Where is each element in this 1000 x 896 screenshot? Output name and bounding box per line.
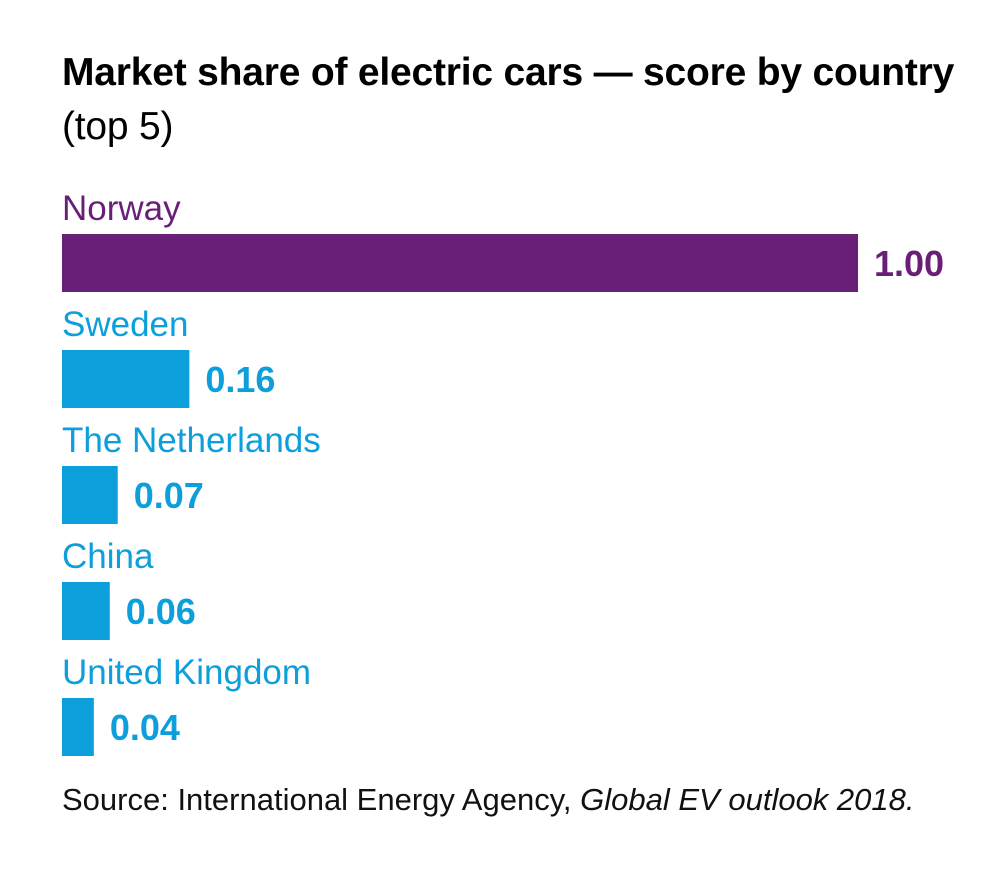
category-label-the-netherlands: The Netherlands <box>62 421 321 460</box>
value-label-norway: 1.00 <box>874 243 944 284</box>
bar-norway <box>62 234 858 292</box>
category-label-china: China <box>62 537 154 576</box>
bar-chart: Norway 1.00 Sweden 0.16 The Netherlands 0.07 C… <box>62 189 944 756</box>
bar-china <box>62 582 110 640</box>
value-label-the-netherlands: 0.07 <box>134 475 204 516</box>
bar-the-netherlands <box>62 466 118 524</box>
bar-united-kingdom <box>62 698 94 756</box>
category-label-sweden: Sweden <box>62 305 188 344</box>
chart-title-suffix: (top 5) <box>62 105 174 148</box>
chart-title-main: Market share of electric cars — score by… <box>62 51 955 94</box>
source-prefix: Source: International Energy Agency, <box>62 782 572 817</box>
value-label-sweden: 0.16 <box>205 359 275 400</box>
category-label-united-kingdom: United Kingdom <box>62 653 311 692</box>
bar-sweden <box>62 350 190 408</box>
source-note: Source: International Energy Agency, Glo… <box>62 778 962 821</box>
category-label-norway: Norway <box>62 189 181 228</box>
value-label-united-kingdom: 0.04 <box>110 707 180 748</box>
value-label-china: 0.06 <box>126 591 196 632</box>
source-publication: Global EV outlook 2018. <box>580 782 915 817</box>
chart-title: Market share of electric cars — score by… <box>62 46 962 154</box>
